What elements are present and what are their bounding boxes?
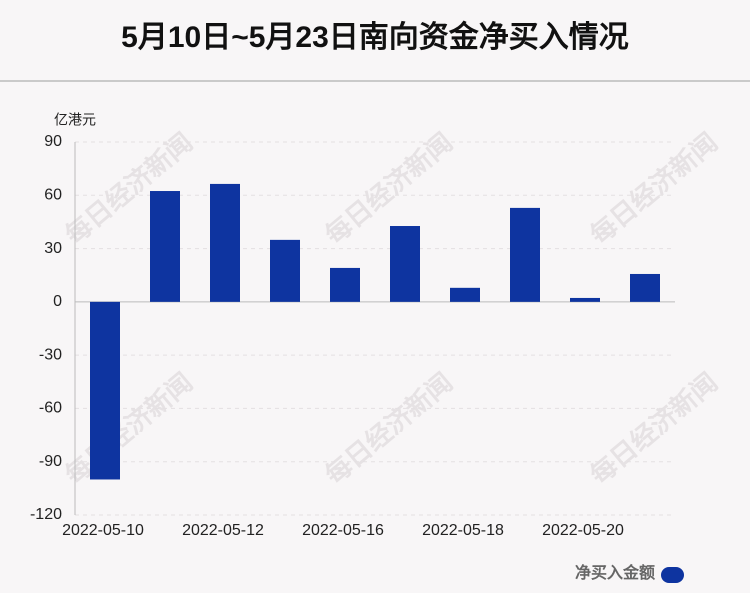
x-tick-label: 2022-05-16 (302, 522, 384, 539)
bar (270, 239, 300, 302)
bar (390, 226, 420, 302)
y-tick-label: -120 (30, 506, 62, 523)
y-axis-label: 亿港元 (54, 112, 96, 128)
x-tick-label: 2022-05-10 (62, 522, 144, 539)
bar (210, 183, 240, 302)
bar (330, 267, 360, 302)
y-tick-label: 60 (44, 187, 62, 204)
y-tick-label: -30 (39, 346, 62, 363)
x-tick-label: 2022-05-18 (422, 522, 504, 539)
bar (630, 273, 660, 302)
x-tick-label: 2022-05-20 (542, 522, 624, 539)
bar (510, 207, 540, 302)
legend-swatch (661, 567, 684, 583)
bar (150, 191, 180, 302)
y-tick-label: -90 (39, 453, 62, 470)
y-tick-label: 30 (44, 240, 62, 257)
y-tick-label: 90 (44, 133, 62, 150)
x-tick-label: 2022-05-12 (182, 522, 264, 539)
y-tick-label: -60 (39, 400, 62, 417)
y-tick-label: 0 (53, 293, 62, 310)
chart-title: 5月10日~5月23日南向资金净买入情况 (121, 20, 629, 54)
bar (570, 297, 600, 302)
bar (450, 287, 480, 302)
bar (90, 301, 120, 480)
legend-label: 净买入金额 (575, 563, 655, 582)
